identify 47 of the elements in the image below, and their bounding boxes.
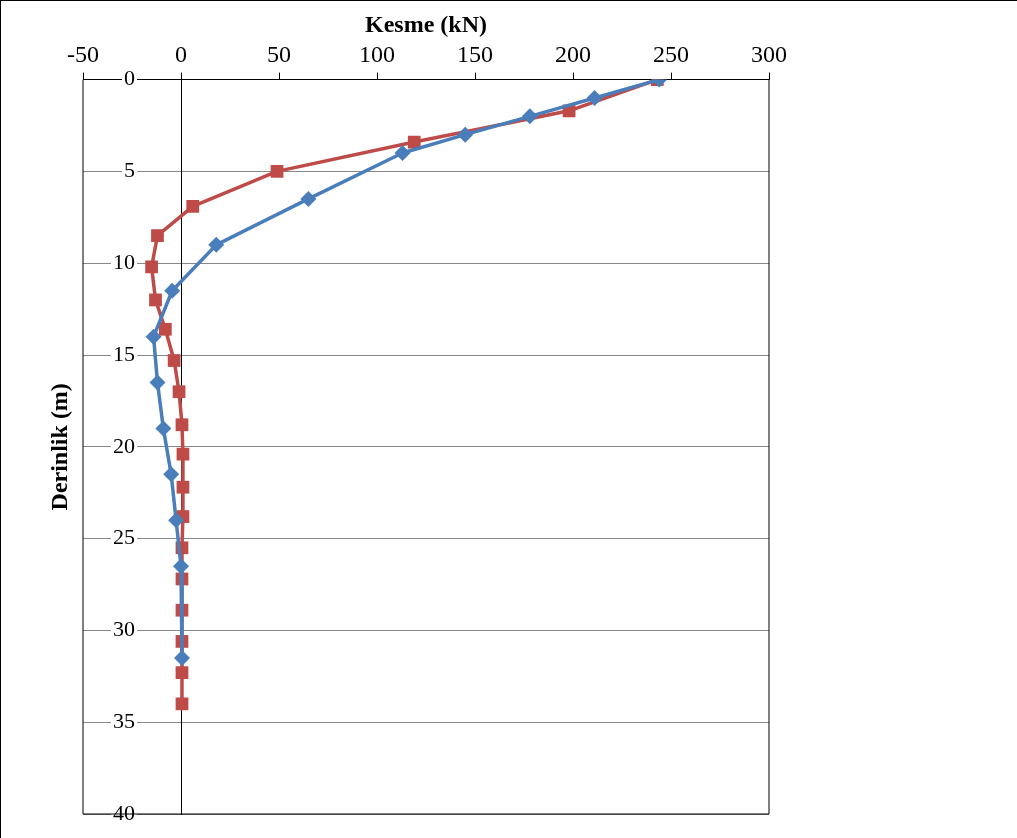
point (175, 418, 189, 432)
point (208, 236, 225, 253)
point (407, 135, 421, 149)
y-tick-label: 35 (113, 707, 135, 733)
point (173, 558, 189, 575)
x-tick-label: 50 (267, 41, 291, 68)
x-tick-label: 0 (175, 41, 187, 68)
x-tick-label: 150 (457, 41, 493, 68)
point (163, 466, 180, 483)
point (155, 420, 172, 437)
point (145, 328, 162, 345)
point (186, 199, 200, 213)
y-tick-label: 40 (113, 799, 135, 825)
x-tick-label: -50 (67, 41, 99, 68)
y-tick-label: 0 (124, 65, 135, 91)
point (164, 282, 181, 299)
point (176, 480, 190, 494)
point (521, 108, 538, 125)
y-tick-label: 20 (113, 432, 135, 458)
x-tick-label: 100 (359, 41, 395, 68)
point (394, 145, 411, 162)
x-tick-label: 300 (751, 41, 787, 68)
y-tick-label: 30 (113, 616, 135, 642)
point (149, 374, 166, 391)
y-tick-label: 10 (113, 248, 135, 274)
point (175, 666, 189, 679)
point (586, 89, 603, 106)
point (145, 260, 158, 274)
y-tick-label: 5 (124, 157, 135, 183)
y-tick-label: 15 (113, 340, 135, 366)
point (167, 354, 181, 367)
point (149, 293, 162, 307)
x-axis-title: Kesme (kN) (365, 10, 487, 37)
x-tick-label: 200 (555, 41, 591, 68)
point (172, 385, 186, 399)
point (158, 322, 172, 336)
point (300, 190, 317, 207)
point (151, 229, 164, 243)
point (175, 697, 189, 711)
y-axis-title: Derinlik (m) (46, 383, 73, 511)
point (457, 126, 474, 143)
x-tick-label: 250 (653, 41, 689, 68)
point (176, 447, 190, 461)
y-tick-label: 25 (113, 524, 135, 550)
point (270, 165, 284, 178)
point (173, 649, 190, 666)
point (168, 512, 185, 529)
